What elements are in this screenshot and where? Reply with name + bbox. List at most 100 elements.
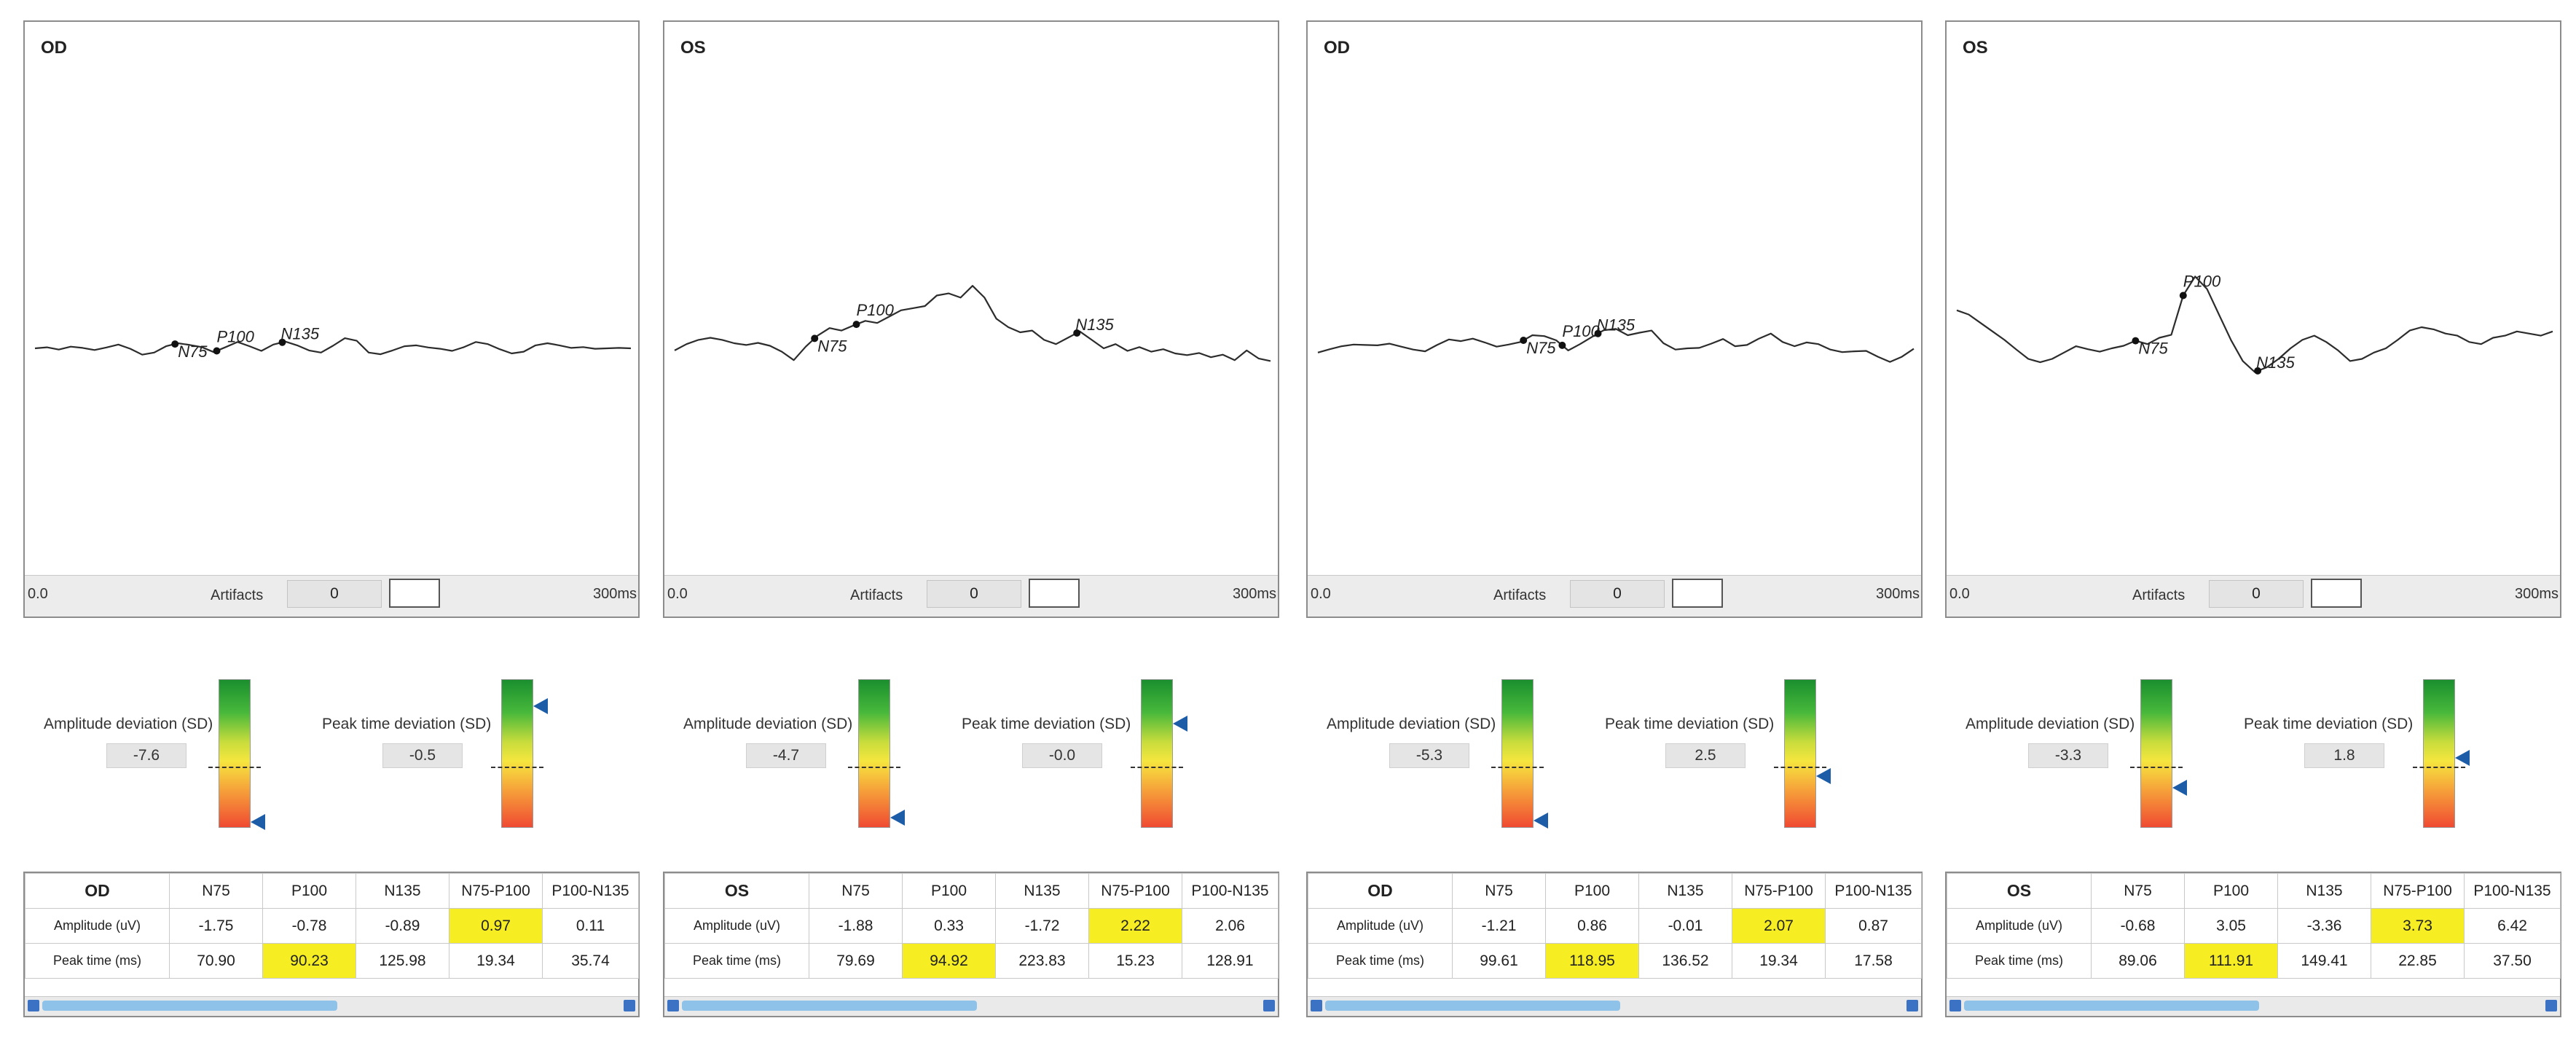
column-header: N135 <box>995 873 1089 909</box>
results-table-panel: OD N75 P100 N135 N75-P100 P100-N135 Amplitude … <box>1306 872 1923 1017</box>
scrollbar-thumb[interactable] <box>1964 1001 2259 1011</box>
amplitude-deviation-value: -4.7 <box>746 743 826 768</box>
row-label: Amplitude (uV) <box>1947 908 2092 944</box>
table-cell: -3.36 <box>2277 908 2371 944</box>
scrollbar-thumb[interactable] <box>682 1001 977 1011</box>
peak-marker-n75 <box>1520 337 1528 344</box>
scrollbar-thumb[interactable] <box>42 1001 337 1011</box>
amplitude-deviation-mean-line <box>2130 767 2183 768</box>
column-header: P100 <box>902 873 996 909</box>
results-table: OS N75 P100 N135 N75-P100 P100-N135 Amplitude … <box>1947 873 2561 979</box>
table-row: Amplitude (uV) -1.75 -0.78 -0.89 0.97 0.11 <box>25 908 639 944</box>
table-cell: 149.41 <box>2277 943 2371 979</box>
artifacts-toggle-box[interactable] <box>389 579 440 608</box>
row-label: Amplitude (uV) <box>25 908 170 944</box>
axis-end-label: 300ms <box>1875 586 1920 602</box>
eye-label: OS <box>680 38 706 58</box>
peak-time-deviation-label: Peak time deviation (SD) <box>2244 716 2414 732</box>
scrollbar-thumb[interactable] <box>1325 1001 1620 1011</box>
table-cell: 17.58 <box>1825 943 1922 979</box>
time-axis-bar: 0.0 300ms Artifacts 0 <box>1308 575 1921 617</box>
waveform-plot: OD N75 P100 N135 0.0 300ms Artifacts 0 <box>1306 20 1923 618</box>
table-row: Amplitude (uV) -1.21 0.86 -0.01 2.07 0.87 <box>1308 908 1922 944</box>
peak-label-n75: N75 <box>178 343 208 361</box>
table-cell: 0.33 <box>902 908 996 944</box>
peak-time-deviation-mean-line <box>491 767 543 768</box>
peak-label-n135: N135 <box>281 325 320 343</box>
time-axis-bar: 0.0 300ms Artifacts 0 <box>25 575 638 617</box>
peak-time-deviation-value: -0.5 <box>382 743 463 768</box>
artifacts-toggle-box[interactable] <box>2311 579 2362 608</box>
column-header: N75-P100 <box>1732 873 1826 909</box>
peak-label-n135: N135 <box>1597 316 1635 334</box>
table-cell: 2.07 <box>1732 908 1826 944</box>
peak-time-deviation-label: Peak time deviation (SD) <box>322 716 492 732</box>
artifacts-toggle-box[interactable] <box>1029 579 1080 608</box>
time-axis-bar: 0.0 300ms Artifacts 0 <box>1947 575 2560 617</box>
column-header: N75-P100 <box>2371 873 2465 909</box>
table-cell: 22.85 <box>2371 943 2465 979</box>
table-row: Amplitude (uV) -1.88 0.33 -1.72 2.22 2.06 <box>664 908 1279 944</box>
column-header: N135 <box>1638 873 1732 909</box>
amplitude-deviation-scale-bar <box>219 679 251 828</box>
panel-1: OD N75 P100 N135 0.0 300ms Artifacts 0 Amplitude… <box>9 0 640 1045</box>
column-header: N135 <box>356 873 449 909</box>
horizontal-scrollbar[interactable] <box>1947 996 2560 1016</box>
table-cell: -0.68 <box>2091 908 2185 944</box>
peak-time-deviation-value: -0.0 <box>1022 743 1102 768</box>
peak-time-deviation-scale-bar <box>501 679 533 828</box>
table-cell: 35.74 <box>542 943 639 979</box>
table-cell: 0.86 <box>1545 908 1639 944</box>
scroll-left-arrow-icon[interactable] <box>1311 1000 1322 1011</box>
table-cell: -1.21 <box>1452 908 1546 944</box>
scroll-left-arrow-icon[interactable] <box>667 1000 679 1011</box>
horizontal-scrollbar[interactable] <box>25 996 638 1016</box>
peak-marker-n135 <box>1594 329 1602 337</box>
waveform-plot: OS N75 P100 N135 0.0 300ms Artifacts 0 <box>1945 20 2561 618</box>
column-header: P100-N135 <box>1825 873 1922 909</box>
peak-time-deviation-mean-line <box>2413 767 2465 768</box>
results-table: OS N75 P100 N135 N75-P100 P100-N135 Amplitude … <box>664 873 1279 979</box>
table-cell: 90.23 <box>262 943 356 979</box>
scroll-left-arrow-icon[interactable] <box>28 1000 39 1011</box>
peak-time-deviation-mean-line <box>1131 767 1183 768</box>
table-cell: 223.83 <box>995 943 1089 979</box>
amplitude-deviation-marker <box>2172 779 2187 796</box>
peak-marker-p100 <box>213 347 221 355</box>
column-header: N75 <box>2091 873 2185 909</box>
column-header: N135 <box>2277 873 2371 909</box>
peak-time-deviation-marker <box>533 697 548 714</box>
results-table: OD N75 P100 N135 N75-P100 P100-N135 Amplitude … <box>25 873 639 979</box>
scroll-left-arrow-icon[interactable] <box>1949 1000 1961 1011</box>
horizontal-scrollbar[interactable] <box>664 996 1278 1016</box>
peak-label-n75: N75 <box>1526 339 1556 357</box>
scroll-right-arrow-icon[interactable] <box>2545 1000 2557 1011</box>
axis-start-label: 0.0 <box>1311 586 1331 602</box>
time-axis-bar: 0.0 300ms Artifacts 0 <box>664 575 1278 617</box>
waveform-line <box>34 337 632 356</box>
peak-marker-p100 <box>2179 291 2187 300</box>
amplitude-deviation-value: -5.3 <box>1389 743 1469 768</box>
column-header: P100-N135 <box>2464 873 2561 909</box>
peak-time-deviation-value: 1.8 <box>2304 743 2384 768</box>
artifacts-count-field: 0 <box>1570 580 1665 608</box>
amplitude-deviation-marker <box>890 809 905 826</box>
peak-marker-n75 <box>811 334 819 343</box>
table-eye-header: OD <box>1308 873 1453 909</box>
scroll-right-arrow-icon[interactable] <box>1907 1000 1918 1011</box>
peak-time-deviation-marker <box>1816 767 1831 784</box>
scroll-right-arrow-icon[interactable] <box>624 1000 635 1011</box>
artifacts-toggle-box[interactable] <box>1672 579 1723 608</box>
table-cell: 2.22 <box>1088 908 1182 944</box>
waveform-plot: OD N75 P100 N135 0.0 300ms Artifacts 0 <box>23 20 640 618</box>
horizontal-scrollbar[interactable] <box>1308 996 1921 1016</box>
peak-time-deviation-marker <box>1173 716 1187 732</box>
peak-label-p100: P100 <box>2183 273 2221 291</box>
amplitude-deviation-mean-line <box>1491 767 1544 768</box>
eye-label: OD <box>1324 38 1350 58</box>
scroll-right-arrow-icon[interactable] <box>1263 1000 1275 1011</box>
peak-time-deviation-scale-bar <box>1141 679 1173 828</box>
